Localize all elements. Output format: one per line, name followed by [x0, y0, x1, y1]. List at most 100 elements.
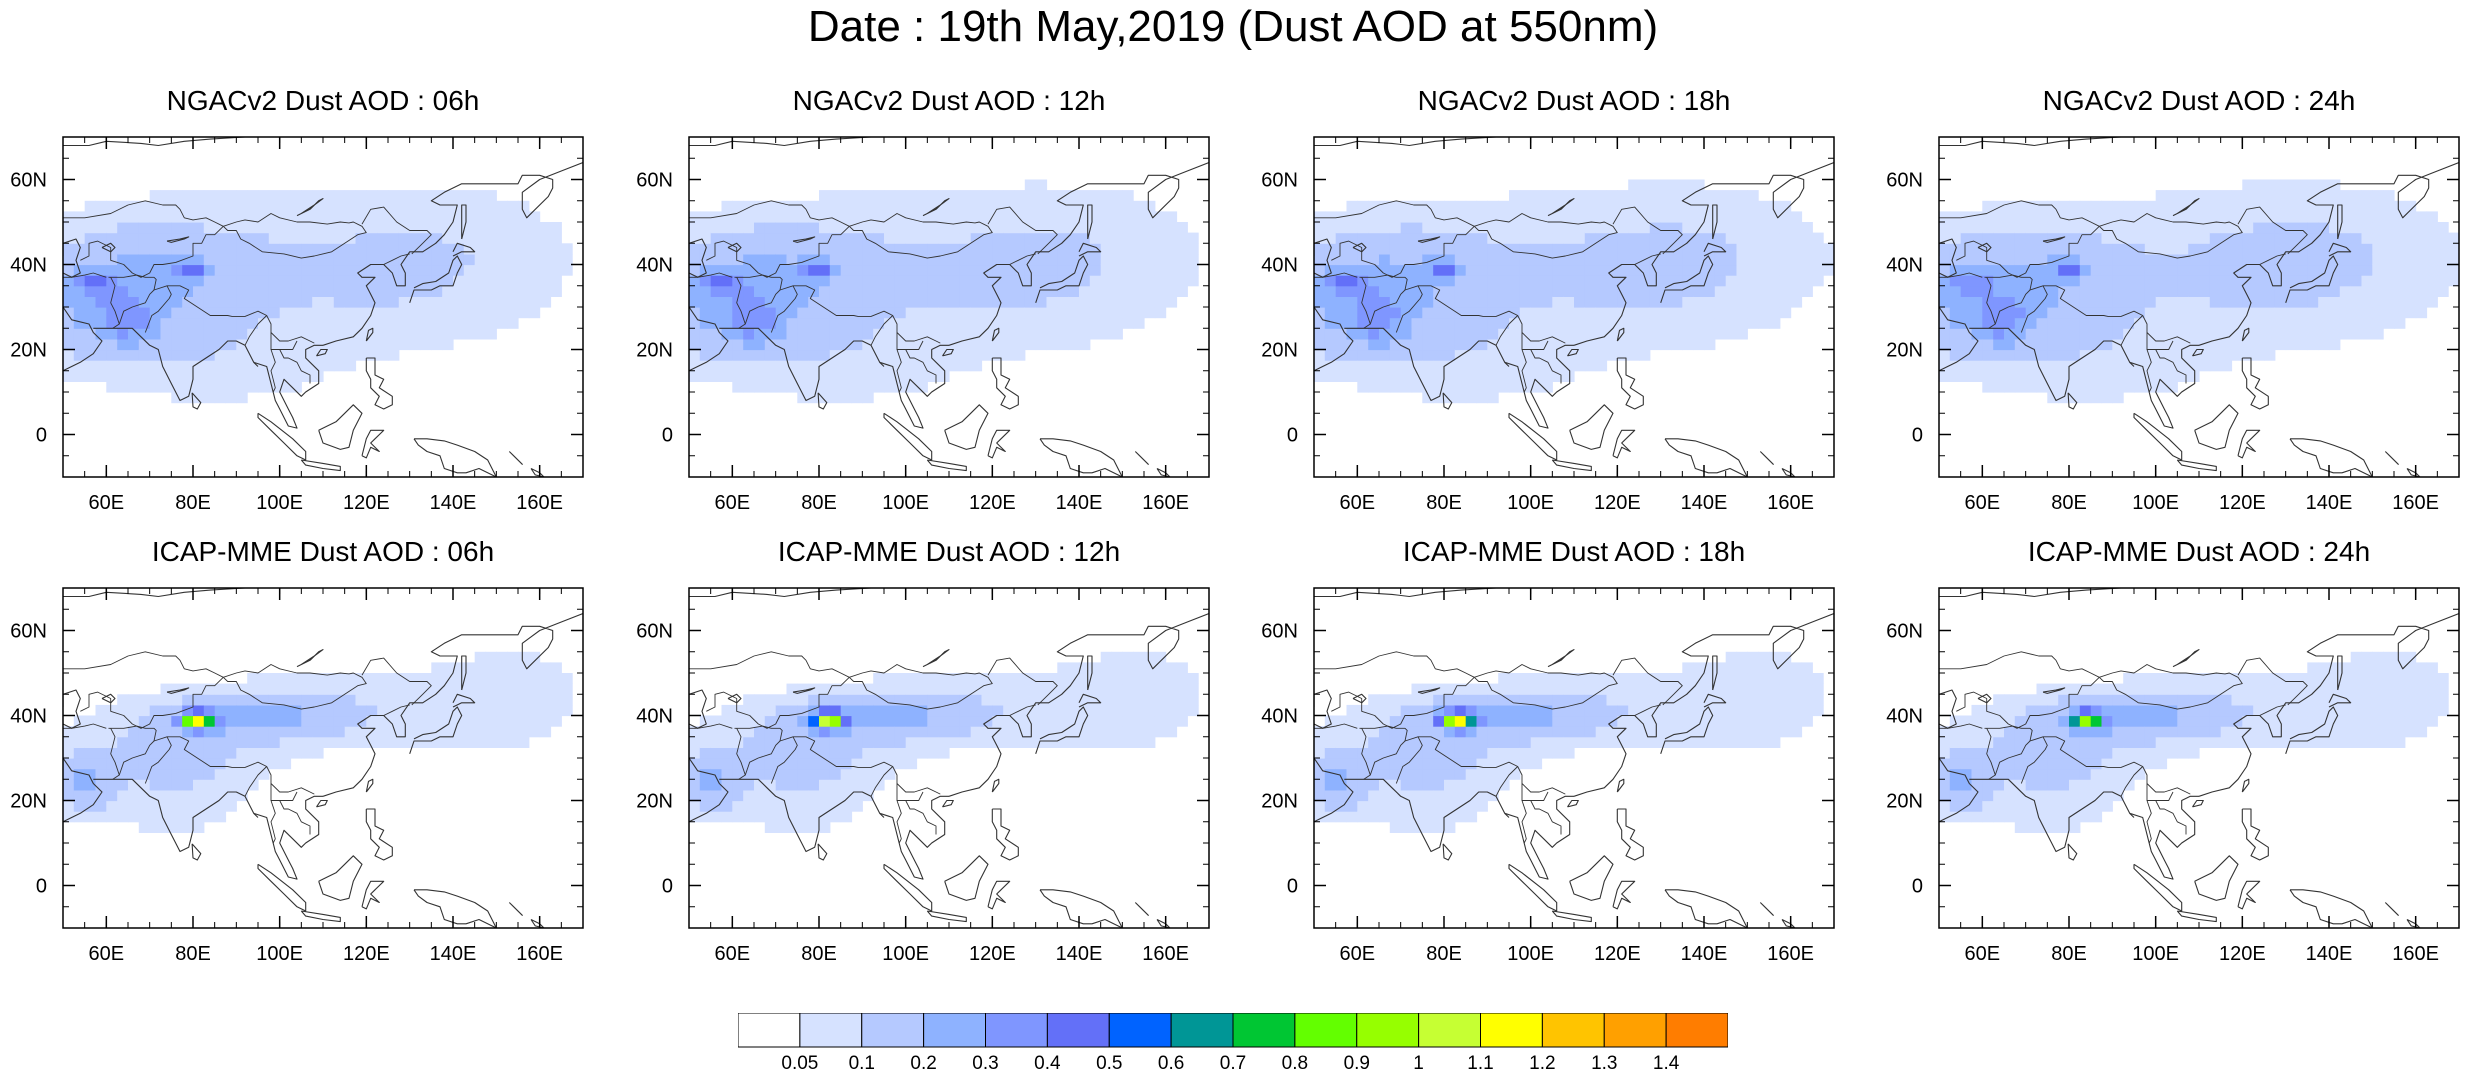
x-tick-label: 160E: [1767, 492, 1814, 514]
colorbar-box: [1047, 1013, 1109, 1047]
colorbar-box: [1481, 1013, 1543, 1047]
colorbar-box: [738, 1013, 800, 1047]
x-tick-label: 120E: [1594, 492, 1641, 514]
x-tick-label: 80E: [175, 943, 211, 965]
x-tick-label: 60E: [1340, 943, 1376, 965]
aod-field: [1305, 588, 1834, 928]
y-tick-label: 60N: [10, 621, 47, 643]
aod-field: [54, 588, 583, 928]
x-tick-label: 60E: [1965, 492, 2001, 514]
x-tick-label: 80E: [801, 943, 837, 965]
x-tick-label: 160E: [1142, 943, 1189, 965]
panel-title: NGACv2 Dust AOD : 18h: [1254, 85, 1894, 117]
aod-field: [680, 137, 1209, 477]
colorbar-label: 0.5: [1096, 1053, 1122, 1075]
y-tick-label: 40N: [1261, 255, 1298, 277]
panel-title: NGACv2 Dust AOD : 06h: [3, 85, 643, 117]
y-tick-label: 0: [1287, 876, 1298, 898]
x-tick-label: 100E: [2132, 492, 2179, 514]
colorbar-box: [1233, 1013, 1295, 1047]
y-tick-label: 20N: [1886, 340, 1923, 362]
x-tick-label: 160E: [2392, 943, 2439, 965]
panel-title: ICAP-MME Dust AOD : 24h: [1879, 536, 2466, 568]
colorbar-label: 1.2: [1529, 1053, 1555, 1075]
x-tick-label: 140E: [1056, 492, 1103, 514]
y-tick-label: 40N: [1261, 706, 1298, 728]
colorbar-label: 0.1: [849, 1053, 875, 1075]
x-tick-label: 60E: [1340, 492, 1376, 514]
y-tick-label: 20N: [1886, 791, 1923, 813]
x-tick-label: 100E: [256, 943, 303, 965]
x-tick-label: 140E: [1056, 943, 1103, 965]
colorbar-label: 0.7: [1220, 1053, 1246, 1075]
y-tick-label: 0: [36, 425, 47, 447]
x-tick-label: 140E: [1681, 943, 1728, 965]
y-tick-label: 20N: [10, 791, 47, 813]
x-tick-label: 100E: [882, 492, 929, 514]
y-tick-label: 20N: [10, 340, 47, 362]
x-tick-label: 100E: [882, 943, 929, 965]
colorbar-label: 0.2: [910, 1053, 936, 1075]
x-tick-label: 60E: [89, 492, 125, 514]
x-tick-label: 80E: [2051, 492, 2087, 514]
x-tick-label: 120E: [343, 943, 390, 965]
colorbar-box: [986, 1013, 1048, 1047]
panel-title: ICAP-MME Dust AOD : 06h: [3, 536, 643, 568]
colorbar-box: [1666, 1013, 1728, 1047]
y-tick-label: 0: [1912, 876, 1923, 898]
figure-title: Date : 19th May,2019 (Dust AOD at 550nm): [0, 2, 2466, 52]
y-tick-label: 60N: [1261, 170, 1298, 192]
y-tick-label: 60N: [636, 170, 673, 192]
colorbar-label: 1.4: [1653, 1053, 1679, 1075]
x-tick-label: 100E: [1507, 943, 1554, 965]
x-tick-label: 120E: [2219, 943, 2266, 965]
colorbar-label: 0.9: [1344, 1053, 1370, 1075]
x-tick-label: 120E: [969, 492, 1016, 514]
x-tick-label: 140E: [430, 943, 477, 965]
aod-field: [680, 588, 1209, 928]
x-tick-label: 160E: [516, 492, 563, 514]
y-tick-label: 0: [1912, 425, 1923, 447]
y-tick-label: 40N: [10, 255, 47, 277]
colorbar-box: [1542, 1013, 1604, 1047]
colorbar-label: 1: [1413, 1053, 1424, 1075]
colorbar-label: 0.8: [1282, 1053, 1308, 1075]
colorbar-label: 1.3: [1591, 1053, 1617, 1075]
y-tick-label: 20N: [1261, 340, 1298, 362]
aod-field: [1930, 588, 2459, 928]
colorbar-label: 0.4: [1034, 1053, 1060, 1075]
colorbar-box: [1357, 1013, 1419, 1047]
y-tick-label: 0: [662, 425, 673, 447]
y-tick-label: 40N: [1886, 706, 1923, 728]
x-tick-label: 140E: [1681, 492, 1728, 514]
colorbar: [738, 1013, 1728, 1049]
x-tick-label: 160E: [1767, 943, 1814, 965]
y-tick-label: 60N: [636, 621, 673, 643]
colorbar-box: [1295, 1013, 1357, 1047]
aod-field: [1305, 137, 1834, 477]
colorbar-box: [862, 1013, 924, 1047]
colorbar-label: 0.3: [972, 1053, 998, 1075]
y-tick-label: 40N: [636, 255, 673, 277]
x-tick-label: 60E: [715, 943, 751, 965]
x-tick-label: 160E: [2392, 492, 2439, 514]
x-tick-label: 100E: [2132, 943, 2179, 965]
x-tick-label: 80E: [175, 492, 211, 514]
colorbar-box: [800, 1013, 862, 1047]
y-tick-label: 40N: [10, 706, 47, 728]
colorbar-label: 0.05: [781, 1053, 818, 1075]
x-tick-label: 160E: [516, 943, 563, 965]
y-tick-label: 0: [36, 876, 47, 898]
